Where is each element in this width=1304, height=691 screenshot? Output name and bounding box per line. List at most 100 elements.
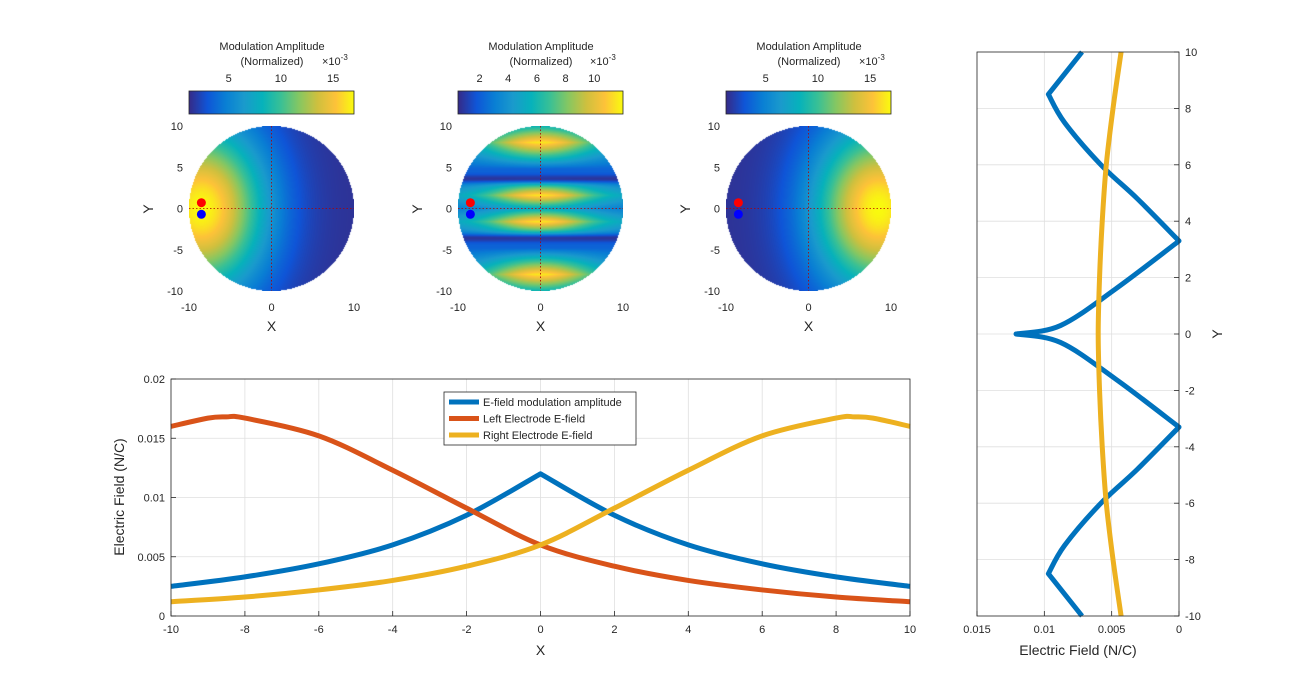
x-tick-label: 0	[805, 302, 811, 314]
x-tick-label: 0.005	[1098, 624, 1126, 636]
x-tick-label: -2	[462, 624, 472, 636]
y-tick-label: 8	[1185, 103, 1191, 115]
colorbar-exponent: ×10-3	[322, 53, 348, 68]
y-axis-label: Y	[140, 204, 156, 214]
y-tick-label: -5	[442, 245, 452, 257]
electrode-markers	[196, 198, 206, 219]
electrode-marker-bottom	[196, 209, 206, 219]
x-axis: -10 0 10	[718, 302, 897, 314]
colorbar-exponent: ×10-3	[859, 53, 885, 68]
x-tick-label: -10	[450, 302, 466, 314]
colorbar-title-line1: Modulation Amplitude	[219, 41, 324, 53]
colorbar-tick-label: 15	[327, 73, 339, 85]
heatmap-panel-3: Modulation Amplitude (Normalized) ×10-3 …	[677, 41, 897, 334]
y-axis-label: Electric Field (N/C)	[111, 438, 127, 555]
series-line-1	[1013, 50, 1182, 618]
colorbar-title-line2: (Normalized)	[778, 56, 841, 68]
y-tick-label: 0	[159, 611, 165, 623]
line-chart-x-profile: -10 -8 -6 -4 -2 0 2 4 6 8 10 0 0.005 0.01 0.015 0.02 X…	[111, 374, 916, 658]
y-axis-label: Y	[409, 204, 425, 214]
x-tick-label: 0	[537, 302, 543, 314]
series-line-3	[170, 413, 911, 605]
colorbar	[457, 90, 624, 115]
x-tick-label: 10	[348, 302, 360, 314]
y-axis-label: Y	[1209, 329, 1225, 339]
y-tick-label: -10	[1185, 611, 1201, 623]
electrode-marker-bottom	[465, 209, 475, 219]
x-tick-label: -10	[718, 302, 734, 314]
y-tick-label: -8	[1185, 555, 1195, 567]
colorbar-tick-label: 10	[812, 73, 824, 85]
heatmap-panel-1: Modulation Amplitude (Normalized) ×10-3 …	[140, 41, 360, 334]
y-tick-label: -10	[436, 286, 452, 298]
colorbar-title-line1: Modulation Amplitude	[488, 41, 593, 53]
y-axis: -10 -5 0 5 10	[704, 121, 720, 298]
y-tick-label: 0.02	[144, 374, 165, 386]
x-tick-label: -10	[163, 624, 179, 636]
y-tick-label: 5	[177, 162, 183, 174]
x-tick-label: 8	[833, 624, 839, 636]
x-axis-label: Electric Field (N/C)	[1019, 642, 1136, 658]
x-tick-label: 0.01	[1034, 624, 1055, 636]
x-tick-label: 0	[268, 302, 274, 314]
y-tick-label: -10	[167, 286, 183, 298]
colorbar-tick-label: 8	[563, 73, 569, 85]
line-chart-y-profile: 0.015 0.01 0.005 0 -10 -8 -6 -4 -2 0 2 4 6 8 10 Elect…	[963, 47, 1225, 658]
y-tick-label: 10	[1185, 47, 1197, 59]
x-tick-label: -8	[240, 624, 250, 636]
x-tick-label: -4	[388, 624, 398, 636]
y-tick-label: 0.015	[137, 433, 165, 445]
heatmap-panel-2: Modulation Amplitude (Normalized) ×10-3 …	[409, 41, 629, 334]
colorbar-tick-label: 4	[505, 73, 511, 85]
x-axis-label: X	[804, 318, 814, 334]
x-tick-label: 10	[885, 302, 897, 314]
y-ticks: -10 -8 -6 -4 -2 0 2 4 6 8 10	[1174, 47, 1201, 623]
center-crosshair	[189, 126, 354, 291]
electrode-marker-bottom	[733, 209, 743, 219]
colorbar-title-line1: Modulation Amplitude	[756, 41, 861, 53]
x-ticks: -10 -8 -6 -4 -2 0 2 4 6 8 10	[163, 611, 916, 636]
y-tick-label: 6	[1185, 160, 1191, 172]
x-axis: -10 0 10	[450, 302, 629, 314]
colorbar-title-line2: (Normalized)	[241, 56, 304, 68]
x-tick-label: 0	[537, 624, 543, 636]
y-tick-label: -6	[1185, 498, 1195, 510]
y-tick-label: -5	[710, 245, 720, 257]
x-axis-label: X	[267, 318, 277, 334]
x-axis-label: X	[536, 318, 546, 334]
y-tick-label: 0	[714, 204, 720, 216]
x-ticks: 0.015 0.01 0.005 0	[963, 611, 1182, 636]
legend: E-field modulation amplitude Left Electr…	[443, 391, 637, 446]
center-crosshair	[458, 126, 623, 291]
x-tick-label: 2	[611, 624, 617, 636]
colorbar-tick-label: 2	[476, 73, 482, 85]
y-ticks: 0 0.005 0.01 0.015 0.02	[137, 374, 176, 623]
y-tick-label: 5	[714, 162, 720, 174]
legend-label-3: Right Electrode E-field	[483, 430, 592, 442]
colorbar-tick-label: 6	[534, 73, 540, 85]
y-axis-label: Y	[677, 204, 693, 214]
x-tick-label: 10	[904, 624, 916, 636]
y-tick-label: 0	[446, 204, 452, 216]
y-axis: -10 -5 0 5 10	[436, 121, 452, 298]
series-line-2	[1095, 51, 1124, 617]
colorbar-exponent: ×10-3	[590, 53, 616, 68]
y-tick-label: 2	[1185, 273, 1191, 285]
colorbar-tick-label: 10	[588, 73, 600, 85]
x-tick-label: -10	[181, 302, 197, 314]
y-tick-label: 0	[1185, 329, 1191, 341]
series-line-2	[170, 413, 911, 605]
x-tick-label: 4	[685, 624, 691, 636]
x-tick-label: 6	[759, 624, 765, 636]
series-lines	[170, 413, 911, 605]
electrode-markers	[465, 198, 475, 219]
x-tick-label: -6	[314, 624, 324, 636]
center-crosshair	[726, 126, 891, 291]
y-tick-label: -4	[1185, 442, 1195, 454]
electrode-marker-top	[465, 198, 475, 208]
electrode-marker-top	[196, 198, 206, 208]
colorbar-tick-label: 5	[763, 73, 769, 85]
y-tick-label: 5	[446, 162, 452, 174]
legend-label-2: Left Electrode E-field	[483, 414, 585, 426]
electrode-markers	[733, 198, 743, 219]
